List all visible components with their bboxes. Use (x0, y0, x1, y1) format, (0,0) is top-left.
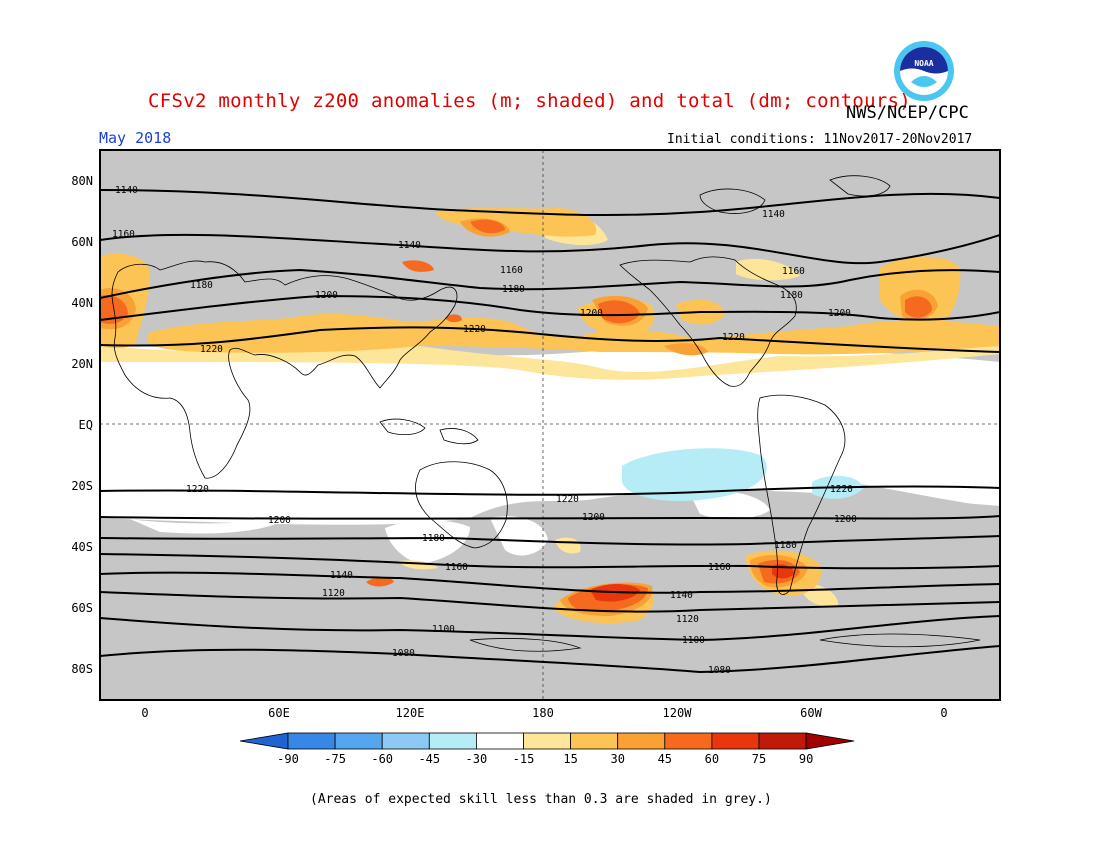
colorbar-tick-label: -45 (418, 752, 440, 766)
contour-label: 1160 (112, 229, 135, 240)
contour-label: 1140 (762, 209, 785, 220)
map-title: CFSv2 monthly z200 anomalies (m; shaded)… (148, 90, 912, 112)
contour-label: 1120 (676, 614, 699, 625)
contour-label: 1160 (782, 266, 805, 277)
colorbar-tick-label: 30 (610, 752, 624, 766)
lat-label: EQ (79, 418, 93, 432)
colorbar-tick-label: -75 (324, 752, 346, 766)
contour-label: 1200 (834, 514, 857, 525)
lat-label: 40N (71, 296, 93, 310)
coastlines (111, 175, 981, 652)
lon-label: 60E (268, 706, 290, 720)
colorbar-tick-label: -30 (466, 752, 488, 766)
lat-label: 60N (71, 235, 93, 249)
colorbar-tick-label: 45 (658, 752, 672, 766)
contour-label: 1180 (774, 540, 797, 551)
lon-label: 120E (396, 706, 425, 720)
contour-label: 1180 (190, 280, 213, 291)
contour-label: 1180 (422, 533, 445, 544)
colorbar-swatch (334, 732, 383, 750)
southern-clear-areas (130, 491, 770, 564)
lat-label: 80S (71, 662, 93, 676)
contour-label: 1220 (722, 332, 745, 343)
footnote: (Areas of expected skill less than 0.3 a… (310, 792, 772, 807)
contour-label: 1140 (398, 240, 421, 251)
contour-label: 1100 (432, 624, 455, 635)
colorbar-swatch (758, 732, 807, 750)
colorbar-arrow-right (805, 732, 855, 750)
lat-label: 60S (71, 601, 93, 615)
contour-label: 1080 (392, 648, 415, 659)
lat-label: 40S (71, 540, 93, 554)
height-contours (100, 189, 1000, 674)
contour-label: 1080 (708, 665, 731, 676)
colorbar-swatch (475, 732, 524, 750)
contour-label: 1220 (200, 344, 223, 355)
contour-label: 1160 (445, 562, 468, 573)
colorbar-tick-label: -90 (277, 752, 299, 766)
lon-label: 60W (800, 706, 822, 720)
contour-labels: 1140 1160 1180 1200 1220 1140 1160 1180 … (112, 185, 857, 676)
valid-month-label: May 2018 (99, 129, 172, 147)
logo-text: NOAA (914, 59, 933, 68)
colorbar-tick-label: 15 (563, 752, 577, 766)
initial-conditions-label: Initial conditions: 11Nov2017-20Nov2017 (667, 132, 973, 147)
contour-label: 1220 (556, 494, 579, 505)
map-area: 1140 1160 1180 1200 1220 1140 1160 1180 … (100, 150, 1000, 700)
colorbar-swatch (428, 732, 477, 750)
contour-label: 1180 (780, 290, 803, 301)
contour-label: 1160 (708, 562, 731, 573)
colorbar-swatch (617, 732, 666, 750)
contour-label: 1120 (322, 588, 345, 599)
colorbar-tick-label: 75 (752, 752, 766, 766)
colorbar-swatch (711, 732, 760, 750)
colorbar-swatch (287, 732, 336, 750)
colorbar-swatch (523, 732, 571, 750)
colorbar-tick-label: 90 (799, 752, 813, 766)
contour-label: 1100 (682, 635, 705, 646)
colorbar-swatch (570, 732, 619, 750)
contour-label: 1200 (828, 308, 851, 319)
lon-label: 180 (532, 706, 554, 720)
contour-label: 1220 (186, 484, 209, 495)
contour-label: 1220 (463, 324, 486, 335)
colorbar-tick-label: 60 (705, 752, 719, 766)
colorbar-swatch (381, 732, 430, 750)
contour-label: 1180 (502, 284, 525, 295)
contour-label: 1140 (330, 570, 353, 581)
agency-label: NWS/NCEP/CPC (846, 103, 969, 123)
lat-label: 80N (71, 174, 93, 188)
lat-label: 20S (71, 479, 93, 493)
lat-label: 20N (71, 357, 93, 371)
lon-labels: 0 60E 120E 180 120W 60W 0 (141, 706, 947, 720)
lon-label: 0 (940, 706, 947, 720)
contour-label: 1140 (115, 185, 138, 196)
contour-label: 1200 (582, 512, 605, 523)
contour-label: 1200 (315, 290, 338, 301)
colorbar-tick-label: -60 (371, 752, 393, 766)
contour-label: 1160 (500, 265, 523, 276)
contour-label: 1220 (830, 484, 853, 495)
contour-label: 1200 (268, 515, 291, 526)
colorbar-swatch (664, 732, 713, 750)
contour-label: 1200 (580, 308, 603, 319)
noaa-logo: NOAA (894, 41, 954, 101)
colorbar-tick-label: -15 (513, 752, 535, 766)
colorbar-arrow-left (239, 732, 289, 750)
lat-labels: 80N 60N 40N 20N EQ 20S 40S 60S 80S (71, 174, 93, 676)
lon-label: 120W (663, 706, 693, 720)
map-border (99, 149, 1001, 701)
lon-label: 0 (141, 706, 148, 720)
contour-label: 1140 (670, 590, 693, 601)
